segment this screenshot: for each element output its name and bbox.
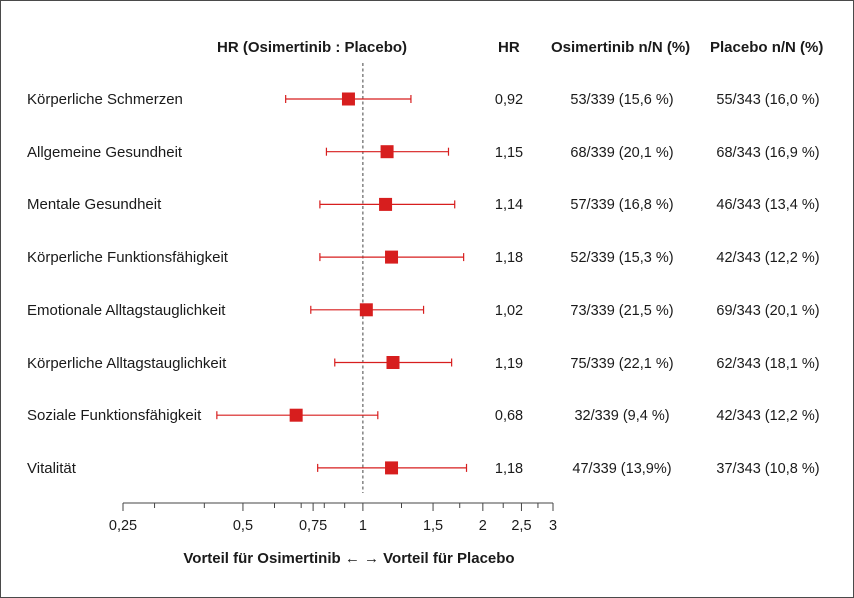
x-tick-label: 1,5 bbox=[423, 518, 443, 534]
x-tick-label: 0,25 bbox=[109, 518, 137, 534]
hr-value: 1,19 bbox=[494, 355, 524, 372]
hr-marker bbox=[341, 92, 355, 106]
hr-marker bbox=[359, 303, 373, 317]
hr-column-header: HR bbox=[498, 39, 520, 56]
row-label: Körperliche Schmerzen bbox=[27, 91, 183, 108]
osimertinib-value: 68/339 (20,1 %) bbox=[570, 144, 674, 161]
placebo-value: 46/343 (13,4 %) bbox=[716, 197, 820, 214]
hr-value: 1,02 bbox=[494, 302, 524, 319]
row-label: Emotionale Alltagstauglichkeit bbox=[27, 301, 226, 319]
x-tick-label: 0,75 bbox=[299, 518, 327, 534]
osimertinib-value: 47/339 (13,9%) bbox=[572, 460, 672, 477]
row-label: Vitalität bbox=[27, 459, 76, 477]
x-tick-label: 2 bbox=[479, 518, 487, 534]
osimertinib-value: 75/339 (22,1 %) bbox=[570, 355, 674, 372]
row-label: Körperliche Funktionsfähigkeit bbox=[27, 249, 228, 267]
row-label: Körperliche Alltagstauglichkeit bbox=[27, 354, 227, 372]
x-tick-label: 3 bbox=[549, 518, 557, 534]
x-tick-label: 2,5 bbox=[511, 518, 531, 534]
x-tick-label: 0,5 bbox=[233, 518, 253, 534]
placebo-value: 69/343 (20,1 %) bbox=[716, 302, 820, 319]
osimertinib-value: 73/339 (21,5 %) bbox=[570, 302, 674, 319]
plot-header: HR (Osimertinib : Placebo) bbox=[217, 39, 408, 56]
hr-marker bbox=[380, 145, 394, 159]
osimertinib-value: 32/339 (9,4 %) bbox=[574, 408, 670, 425]
hr-value: 0,92 bbox=[494, 92, 524, 108]
placebo-value: 37/343 (10,8 %) bbox=[716, 460, 820, 477]
favor-caption: Vorteil für Osimertinib ← → Vorteil für … bbox=[183, 550, 515, 567]
hr-marker bbox=[385, 250, 399, 264]
hr-marker bbox=[379, 197, 393, 211]
row-label: Soziale Funktionsfähigkeit bbox=[27, 407, 202, 425]
hr-value: 1,18 bbox=[494, 460, 524, 477]
placebo-value: 62/343 (18,1 %) bbox=[716, 355, 820, 372]
osimertinib-column-header: Osimertinib n/N (%) bbox=[551, 39, 691, 56]
placebo-value: 55/343 (16,0 %) bbox=[716, 92, 820, 108]
osimertinib-value: 52/339 (15,3 %) bbox=[570, 250, 674, 267]
placebo-value: 68/343 (16,9 %) bbox=[716, 144, 820, 161]
row-label: Allgemeine Gesundheit bbox=[27, 143, 183, 161]
osimertinib-value: 57/339 (16,8 %) bbox=[570, 197, 674, 214]
placebo-column-header: Placebo n/N (%) bbox=[710, 39, 824, 56]
hr-marker bbox=[385, 461, 399, 475]
hr-marker bbox=[289, 408, 303, 422]
osimertinib-value: 53/339 (15,6 %) bbox=[570, 92, 674, 108]
placebo-value: 42/343 (12,2 %) bbox=[716, 250, 820, 267]
row-label: Mentale Gesundheit bbox=[27, 196, 162, 214]
placebo-value: 42/343 (12,2 %) bbox=[716, 408, 820, 425]
hr-value: 1,14 bbox=[494, 197, 524, 214]
hr-marker bbox=[386, 356, 400, 369]
hr-value: 0,68 bbox=[494, 408, 524, 425]
hr-value: 1,18 bbox=[494, 250, 524, 267]
x-tick-label: 1 bbox=[359, 518, 367, 534]
hr-value: 1,15 bbox=[494, 144, 524, 161]
